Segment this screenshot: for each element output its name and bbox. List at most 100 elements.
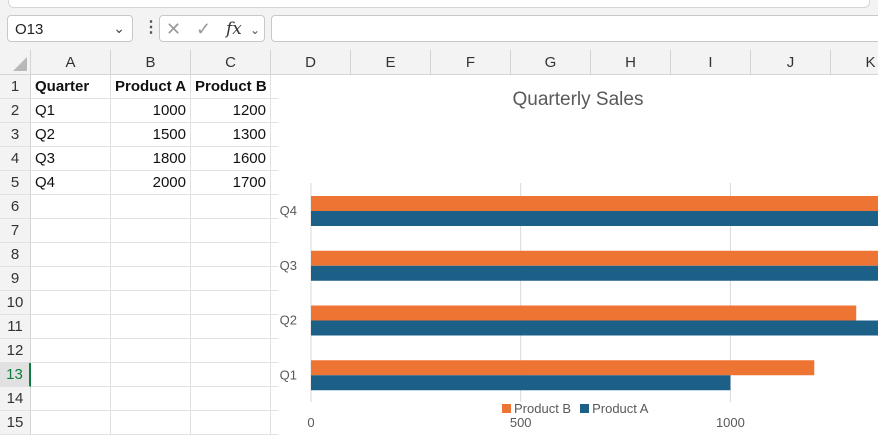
bar-product-b xyxy=(311,360,815,376)
cell-c5[interactable]: 1700 xyxy=(191,171,271,195)
cell-a1[interactable]: Quarter xyxy=(31,75,111,99)
cell-a9[interactable] xyxy=(31,267,111,291)
x-tick-label: 0 xyxy=(307,415,314,430)
bar-product-a xyxy=(311,375,731,391)
select-all-button[interactable] xyxy=(0,50,31,75)
bar-product-b xyxy=(311,196,878,211)
formula-input[interactable] xyxy=(271,15,878,42)
column-header-b[interactable]: B xyxy=(111,50,191,75)
formula-bar-row: O13 ⌄ ⋮ ✕ ✓ fx ⌄ xyxy=(0,8,878,50)
cell-a14[interactable] xyxy=(31,387,111,411)
cell-b8[interactable] xyxy=(111,243,191,267)
bar-product-a xyxy=(311,320,878,336)
column-header-c[interactable]: C xyxy=(191,50,271,75)
column-header-k[interactable]: K xyxy=(831,50,878,75)
cell-b6[interactable] xyxy=(111,195,191,219)
select-all-triangle-icon xyxy=(13,57,27,71)
row-header-5[interactable]: 5 xyxy=(0,171,31,195)
cell-b5[interactable]: 2000 xyxy=(111,171,191,195)
ribbon-bar xyxy=(8,0,870,8)
cell-c2[interactable]: 1200 xyxy=(191,99,271,123)
row-header-13[interactable]: 13 xyxy=(0,363,31,387)
cell-c10[interactable] xyxy=(191,291,271,315)
cell-c14[interactable] xyxy=(191,387,271,411)
chevron-down-icon[interactable]: ⌄ xyxy=(113,20,125,36)
cell-c6[interactable] xyxy=(191,195,271,219)
column-header-f[interactable]: F xyxy=(431,50,511,75)
row-header-12[interactable]: 12 xyxy=(0,339,31,363)
ribbon-edge xyxy=(0,0,878,8)
row-header-8[interactable]: 8 xyxy=(0,243,31,267)
cell-a13[interactable] xyxy=(31,363,111,387)
cell-c3[interactable]: 1300 xyxy=(191,123,271,147)
bar-product-b xyxy=(311,250,878,266)
name-box[interactable]: O13 ⌄ xyxy=(7,15,133,42)
cell-a7[interactable] xyxy=(31,219,111,243)
row-header-10[interactable]: 10 xyxy=(0,291,31,315)
row-header-11[interactable]: 11 xyxy=(0,315,31,339)
bar-product-b xyxy=(311,305,857,321)
row-header-6[interactable]: 6 xyxy=(0,195,31,219)
cell-a3[interactable]: Q2 xyxy=(31,123,111,147)
column-header-a[interactable]: A xyxy=(31,50,111,75)
y-tick-label: Q1 xyxy=(280,367,297,382)
cell-a11[interactable] xyxy=(31,315,111,339)
cell-b11[interactable] xyxy=(111,315,191,339)
cell-a5[interactable]: Q4 xyxy=(31,171,111,195)
more-options-icon[interactable]: ⋮ xyxy=(143,19,159,36)
cell-b14[interactable] xyxy=(111,387,191,411)
cell-a4[interactable]: Q3 xyxy=(31,147,111,171)
cell-a15[interactable] xyxy=(31,411,111,435)
cell-c8[interactable] xyxy=(191,243,271,267)
cell-c13[interactable] xyxy=(191,363,271,387)
row-header-2[interactable]: 2 xyxy=(0,99,31,123)
column-header-g[interactable]: G xyxy=(511,50,591,75)
cell-b1[interactable]: Product A xyxy=(111,75,191,99)
cell-c12[interactable] xyxy=(191,339,271,363)
cell-b13[interactable] xyxy=(111,363,191,387)
column-header-j[interactable]: J xyxy=(751,50,831,75)
cell-b10[interactable] xyxy=(111,291,191,315)
row-header-15[interactable]: 15 xyxy=(0,411,31,435)
cell-b12[interactable] xyxy=(111,339,191,363)
cell-b2[interactable]: 1000 xyxy=(111,99,191,123)
column-header-h[interactable]: H xyxy=(591,50,671,75)
column-header-i[interactable]: I xyxy=(671,50,751,75)
cell-b7[interactable] xyxy=(111,219,191,243)
cell-c1[interactable]: Product B xyxy=(191,75,271,99)
row-header-7[interactable]: 7 xyxy=(0,219,31,243)
cell-c9[interactable] xyxy=(191,267,271,291)
x-tick-label: 500 xyxy=(510,415,532,430)
row-header-1[interactable]: 1 xyxy=(0,75,31,99)
cell-b3[interactable]: 1500 xyxy=(111,123,191,147)
expand-icon[interactable]: ⌄ xyxy=(250,23,261,37)
cell-a2[interactable]: Q1 xyxy=(31,99,111,123)
column-header-d[interactable]: D xyxy=(271,50,351,75)
cell-c7[interactable] xyxy=(191,219,271,243)
cell-b9[interactable] xyxy=(111,267,191,291)
row-header-3[interactable]: 3 xyxy=(0,123,31,147)
cell-b4[interactable]: 1800 xyxy=(111,147,191,171)
cell-c11[interactable] xyxy=(191,315,271,339)
y-tick-label: Q3 xyxy=(280,258,297,273)
cell-b15[interactable] xyxy=(111,411,191,435)
row-header-4[interactable]: 4 xyxy=(0,147,31,171)
quarterly-sales-chart[interactable]: Quarterly Sales 05001000150020002500Q1Q2… xyxy=(278,75,878,435)
cell-a8[interactable] xyxy=(31,243,111,267)
legend-item: Product A xyxy=(580,401,648,416)
cell-a10[interactable] xyxy=(31,291,111,315)
cell-c4[interactable]: 1600 xyxy=(191,147,271,171)
enter-icon[interactable]: ✓ xyxy=(196,19,212,39)
cell-c15[interactable] xyxy=(191,411,271,435)
cell-a6[interactable] xyxy=(31,195,111,219)
row-header-14[interactable]: 14 xyxy=(0,387,31,411)
x-tick-label: 1000 xyxy=(716,415,745,430)
bar-product-a xyxy=(311,211,878,226)
row-header-9[interactable]: 9 xyxy=(0,267,31,291)
cancel-icon[interactable]: ✕ xyxy=(166,19,182,39)
insert-function-icon[interactable]: fx xyxy=(226,19,242,39)
column-header-e[interactable]: E xyxy=(351,50,431,75)
legend-item: Product B xyxy=(502,401,571,416)
legend-label: Product B xyxy=(514,401,572,416)
cell-a12[interactable] xyxy=(31,339,111,363)
